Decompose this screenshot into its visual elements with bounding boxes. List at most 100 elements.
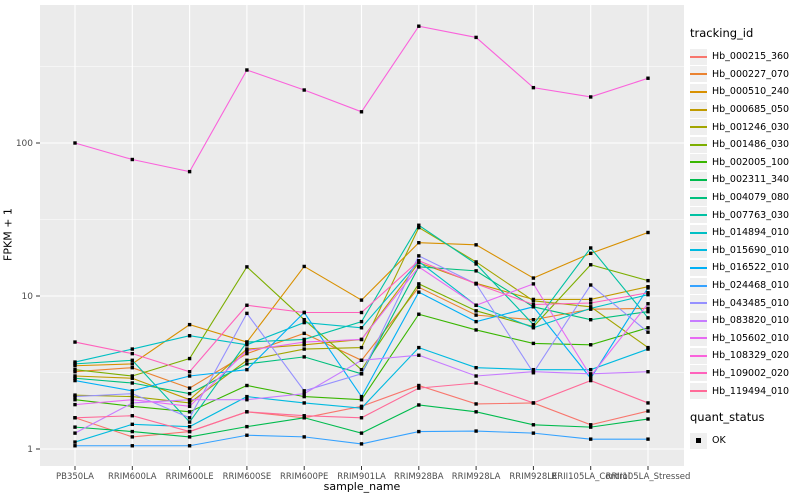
x-tick-label: RRIM901LA xyxy=(337,472,386,482)
data-point xyxy=(589,367,593,372)
data-point xyxy=(474,328,478,332)
legend-title-tracking-id: tracking_id xyxy=(690,26,754,40)
data-point xyxy=(417,345,421,350)
data-point xyxy=(531,326,536,330)
data-point xyxy=(73,374,77,378)
legend-label: Hb_000685_050 xyxy=(712,104,790,116)
legend-label: Hb_014894_010 xyxy=(712,227,790,239)
data-point xyxy=(359,367,364,372)
line-swatch-icon xyxy=(690,390,707,393)
line-swatch-icon xyxy=(690,302,707,305)
data-point xyxy=(187,374,192,378)
data-point xyxy=(187,404,192,409)
data-point xyxy=(73,360,77,364)
line-swatch-icon xyxy=(690,319,707,322)
line-swatch-icon xyxy=(690,90,707,93)
data-point xyxy=(646,309,650,314)
data-point xyxy=(589,425,593,429)
legend-entry-Hb_119494_010: Hb_119494_010 xyxy=(690,382,798,400)
data-point xyxy=(417,312,421,316)
x-tick-label: RRIM928LA xyxy=(452,472,501,482)
data-point xyxy=(302,355,306,359)
data-point xyxy=(302,435,306,439)
legend-key xyxy=(690,66,707,83)
legend-entry-Hb_108329_020: Hb_108329_020 xyxy=(690,347,798,365)
data-point xyxy=(474,269,478,273)
data-point xyxy=(187,410,192,414)
data-point xyxy=(245,394,249,399)
data-point xyxy=(73,402,77,407)
legend-label: Hb_000227_070 xyxy=(712,68,790,80)
data-point xyxy=(130,429,134,434)
data-point xyxy=(359,404,364,409)
legend-title-quant-status: quant_status xyxy=(690,409,765,424)
data-point xyxy=(589,306,593,311)
data-point xyxy=(245,68,249,72)
data-point xyxy=(531,282,536,286)
legend-label: Hb_001246_030 xyxy=(712,121,790,133)
legend-entry-Hb_000685_050: Hb_000685_050 xyxy=(690,101,798,119)
legend-entry-Hb_015690_010: Hb_015690_010 xyxy=(690,242,798,260)
data-point xyxy=(646,291,650,295)
y-tick-label: 100 xyxy=(16,139,33,149)
data-point xyxy=(130,389,134,393)
line-swatch-icon xyxy=(690,372,707,375)
x-tick-label: RRII105LA_Stressed xyxy=(606,472,691,482)
data-point xyxy=(646,326,650,330)
data-point xyxy=(187,169,192,174)
legend-entry-Hb_002005_100: Hb_002005_100 xyxy=(690,154,798,172)
legend-entry-Hb_014894_010: Hb_014894_010 xyxy=(690,224,798,242)
legend-entry-Hb_001486_030: Hb_001486_030 xyxy=(690,136,798,154)
data-point xyxy=(73,378,77,383)
data-point xyxy=(589,251,593,256)
legend-key xyxy=(690,365,707,382)
data-point xyxy=(130,351,134,356)
data-point xyxy=(646,306,650,311)
data-point xyxy=(245,398,249,402)
legend-key xyxy=(690,383,707,400)
line-swatch-icon xyxy=(690,354,707,357)
data-point xyxy=(187,356,192,361)
data-point xyxy=(474,260,478,264)
data-point xyxy=(417,259,421,263)
data-point xyxy=(130,398,134,402)
data-point xyxy=(302,416,306,420)
data-point xyxy=(73,431,77,435)
data-point xyxy=(187,334,192,338)
x-tick-label: RRIM600LA xyxy=(108,472,157,482)
legend-key xyxy=(690,189,707,206)
data-point xyxy=(474,309,478,313)
data-point xyxy=(245,433,249,437)
legend-entry-Hb_043485_010: Hb_043485_010 xyxy=(690,294,798,312)
data-point xyxy=(245,410,249,414)
legend-entry-Hb_083820_010: Hb_083820_010 xyxy=(690,312,798,330)
data-point xyxy=(245,340,249,344)
data-point xyxy=(646,437,650,441)
data-point xyxy=(417,383,421,388)
legend-key xyxy=(690,224,707,241)
legend-entry-Hb_004079_080: Hb_004079_080 xyxy=(690,189,798,207)
data-point xyxy=(417,254,421,258)
data-point xyxy=(73,370,77,374)
data-point xyxy=(73,394,77,399)
data-point xyxy=(359,326,364,330)
y-tick-label: 1 xyxy=(27,445,33,455)
data-point xyxy=(73,425,77,429)
legend-label: Hb_002311_340 xyxy=(712,174,790,186)
legend-entry-Hb_000227_070: Hb_000227_070 xyxy=(690,66,798,84)
data-point xyxy=(531,322,536,327)
legend-label: Hb_109002_020 xyxy=(712,367,790,379)
data-point xyxy=(302,337,306,342)
legend-key xyxy=(690,259,707,276)
data-point xyxy=(474,319,478,324)
data-point xyxy=(187,401,192,405)
data-point xyxy=(417,265,421,269)
data-point xyxy=(359,431,364,435)
data-point xyxy=(589,376,593,380)
data-point xyxy=(302,389,306,393)
legend-label: Hb_015690_010 xyxy=(712,244,790,256)
data-point xyxy=(589,95,593,99)
data-point xyxy=(417,290,421,294)
data-point xyxy=(359,345,364,350)
